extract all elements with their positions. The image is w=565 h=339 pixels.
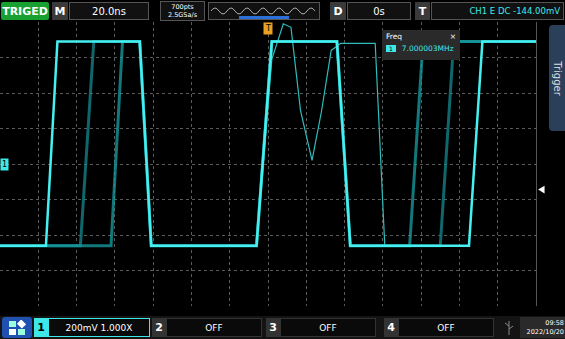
html-text:2: 2 xyxy=(155,321,163,334)
html-text:4: 4 xyxy=(387,321,395,334)
html-text:3: 3 xyxy=(269,321,277,334)
html-text:2.5GSa/s: 2.5GSa/s xyxy=(168,11,197,19)
html-text:1: 1 xyxy=(389,45,393,52)
svg-text:1: 1 xyxy=(2,160,7,169)
html-text:Trigger: Trigger xyxy=(551,60,563,96)
html-text:TRIGED: TRIGED xyxy=(2,4,48,18)
html-text:20.0ns: 20.0ns xyxy=(92,5,126,17)
html-text:7.000003MHz: 7.000003MHz xyxy=(401,44,454,53)
html-text:0s: 0s xyxy=(373,5,385,17)
html-text:CH1 E DC -144.00mV: CH1 E DC -144.00mV xyxy=(469,6,560,16)
html-text:T: T xyxy=(418,4,427,18)
html-text:200mV 1.000X: 200mV 1.000X xyxy=(65,322,133,333)
html-text:OFF: OFF xyxy=(319,322,337,333)
html-text:2022/10/20: 2022/10/20 xyxy=(526,327,564,336)
html-text:OFF: OFF xyxy=(437,322,455,333)
html-text:Freq: Freq xyxy=(386,32,403,41)
svg-text:T: T xyxy=(265,24,271,33)
html-text:M: M xyxy=(54,4,66,18)
html-text:OFF: OFF xyxy=(205,322,223,333)
html-text:D: D xyxy=(333,4,343,18)
html-text:1: 1 xyxy=(37,321,45,334)
html-text:09:58: 09:58 xyxy=(545,318,564,327)
html-text:700pts: 700pts xyxy=(171,3,194,11)
